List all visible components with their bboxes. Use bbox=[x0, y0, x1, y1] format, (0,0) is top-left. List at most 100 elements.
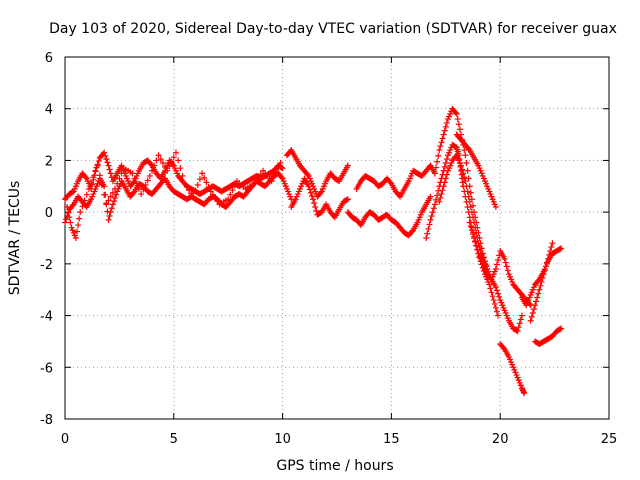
data-point bbox=[489, 293, 496, 300]
data-point bbox=[205, 183, 212, 190]
data-point bbox=[452, 109, 459, 116]
data-point bbox=[547, 247, 554, 254]
data-point bbox=[441, 179, 448, 186]
data-point bbox=[164, 167, 171, 174]
data-point bbox=[463, 183, 470, 190]
data-point bbox=[517, 316, 524, 323]
x-tick-label: 20 bbox=[492, 432, 509, 447]
x-tick-label: 5 bbox=[170, 432, 178, 447]
data-point bbox=[82, 174, 89, 181]
data-point bbox=[214, 198, 221, 205]
data-point bbox=[433, 164, 440, 171]
data-point bbox=[101, 149, 108, 156]
data-point bbox=[268, 178, 275, 185]
data-point bbox=[435, 152, 442, 159]
data-point bbox=[440, 131, 447, 138]
data-point bbox=[94, 162, 101, 169]
data-point bbox=[467, 223, 474, 230]
data-point bbox=[92, 168, 99, 175]
data-point bbox=[106, 166, 113, 173]
data-point bbox=[109, 189, 116, 196]
data-point bbox=[105, 162, 112, 169]
data-point bbox=[500, 344, 507, 351]
x-tick-label: 15 bbox=[383, 432, 400, 447]
data-point bbox=[528, 313, 535, 320]
data-point bbox=[308, 192, 315, 199]
data-point bbox=[461, 174, 468, 181]
data-point bbox=[190, 193, 197, 200]
axis-ticks bbox=[64, 56, 610, 420]
data-point bbox=[492, 284, 499, 291]
data-point bbox=[540, 271, 547, 278]
data-point bbox=[493, 261, 500, 268]
data-point bbox=[225, 196, 232, 203]
data-point bbox=[140, 186, 147, 193]
data-point bbox=[138, 191, 145, 198]
data-point bbox=[557, 245, 564, 252]
data-point bbox=[437, 143, 444, 150]
data-point bbox=[428, 213, 435, 220]
data-point bbox=[101, 191, 108, 198]
data-point bbox=[467, 189, 474, 196]
data-point bbox=[464, 167, 471, 174]
data-point bbox=[545, 255, 552, 262]
data-point bbox=[344, 196, 351, 203]
data-point bbox=[472, 224, 479, 231]
data-point bbox=[98, 181, 105, 188]
data-point bbox=[196, 176, 203, 183]
data-point bbox=[474, 246, 481, 253]
data-point bbox=[515, 324, 522, 331]
data-point bbox=[155, 152, 162, 159]
x-tick-label: 0 bbox=[61, 432, 69, 447]
x-tick-label: 10 bbox=[274, 432, 291, 447]
data-point bbox=[114, 180, 121, 187]
data-point bbox=[495, 290, 502, 297]
data-point bbox=[107, 209, 114, 216]
y-tick-label: -8 bbox=[40, 413, 53, 428]
data-point bbox=[135, 185, 142, 192]
data-point bbox=[75, 222, 82, 229]
data-point bbox=[542, 263, 549, 270]
data-point bbox=[537, 282, 544, 289]
data-point bbox=[177, 165, 184, 172]
data-point bbox=[473, 242, 480, 249]
data-point bbox=[488, 289, 495, 296]
data-point bbox=[88, 180, 95, 187]
data-point bbox=[251, 180, 258, 187]
data-point bbox=[131, 175, 138, 182]
data-point bbox=[62, 219, 68, 226]
data-point bbox=[429, 209, 436, 216]
data-point bbox=[461, 147, 468, 154]
data-point bbox=[311, 200, 318, 207]
data-point bbox=[133, 180, 140, 187]
data-point bbox=[426, 221, 433, 228]
data-point bbox=[69, 202, 76, 209]
data-point bbox=[201, 174, 208, 181]
data-point bbox=[503, 263, 510, 270]
data-point bbox=[431, 201, 438, 208]
data-point bbox=[435, 187, 442, 194]
data-point bbox=[112, 194, 119, 201]
data-point bbox=[443, 171, 450, 178]
data-point bbox=[487, 285, 494, 292]
data-point bbox=[467, 203, 474, 210]
data-point bbox=[409, 228, 416, 235]
data-point bbox=[454, 116, 461, 123]
data-point bbox=[557, 326, 564, 333]
data-point bbox=[118, 170, 125, 177]
data-point bbox=[305, 183, 312, 190]
data-point bbox=[546, 251, 553, 258]
data-point bbox=[146, 172, 153, 179]
data-point bbox=[110, 198, 117, 205]
plot-frame bbox=[64, 56, 610, 420]
data-point bbox=[344, 162, 351, 169]
data-point bbox=[77, 209, 84, 216]
data-point bbox=[153, 157, 160, 164]
data-point bbox=[466, 198, 473, 205]
x-tick-label: 25 bbox=[601, 432, 618, 447]
data-point bbox=[255, 174, 262, 181]
data-point bbox=[493, 308, 500, 315]
data-point bbox=[253, 177, 260, 184]
data-point bbox=[90, 174, 97, 181]
data-point bbox=[105, 197, 112, 204]
